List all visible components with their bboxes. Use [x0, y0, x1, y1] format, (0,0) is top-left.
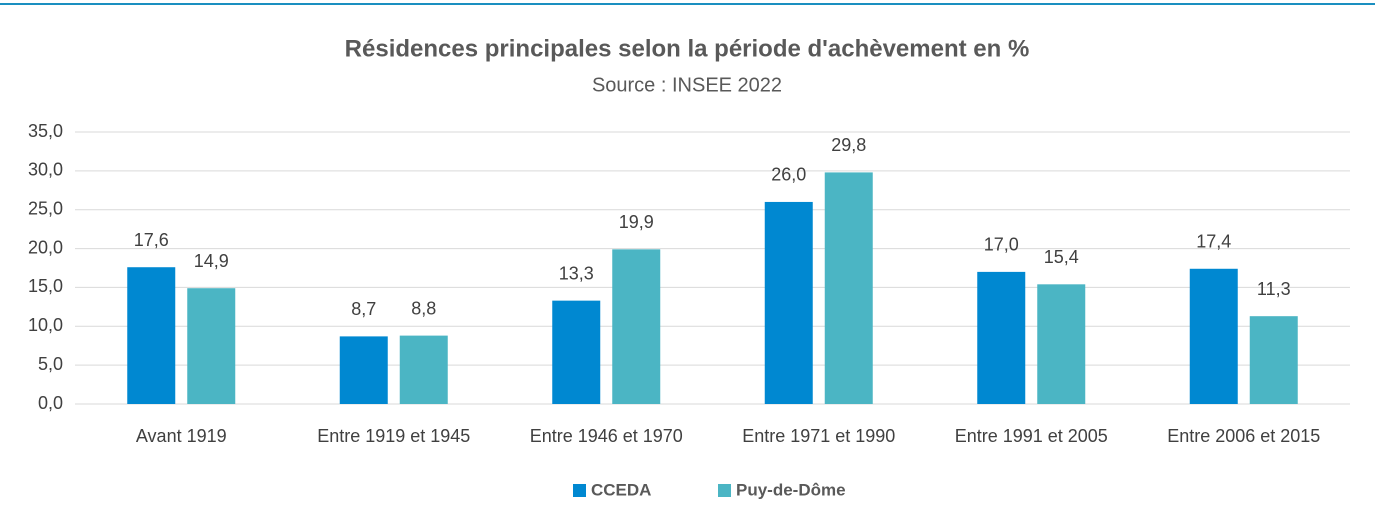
value-label: 15,4 [1044, 247, 1079, 267]
bar [1037, 284, 1086, 404]
bar [1249, 316, 1298, 404]
x-tick-label: Entre 1919 et 1945 [317, 426, 470, 446]
value-label: 8,7 [351, 299, 376, 319]
bar [127, 267, 176, 404]
bar [187, 288, 236, 404]
y-tick-label: 20,0 [28, 237, 63, 257]
y-tick-label: 5,0 [38, 354, 63, 374]
value-label: 17,4 [1196, 232, 1231, 252]
x-tick-label: Entre 1946 et 1970 [530, 426, 683, 446]
y-tick-label: 25,0 [28, 198, 63, 218]
value-label: 17,6 [134, 230, 169, 250]
bar [339, 336, 388, 404]
value-label: 11,3 [1257, 279, 1291, 299]
bar [552, 300, 601, 404]
legend-swatch [573, 484, 586, 497]
bar [612, 249, 661, 404]
y-tick-label: 30,0 [28, 160, 63, 180]
value-label: 19,9 [619, 212, 654, 232]
legend-label: Puy-de-Dôme [736, 480, 846, 499]
value-label: 26,0 [771, 165, 806, 185]
bar [764, 201, 813, 404]
bar [1189, 268, 1238, 404]
legend-label: CCEDA [591, 480, 651, 499]
x-tick-label: Entre 2006 et 2015 [1167, 426, 1320, 446]
bar [824, 172, 873, 404]
y-tick-label: 10,0 [28, 315, 63, 335]
bar [399, 335, 448, 404]
x-tick-label: Entre 1991 et 2005 [955, 426, 1108, 446]
x-tick-label: Avant 1919 [136, 426, 227, 446]
value-label: 14,9 [194, 251, 229, 271]
chart-title: Résidences principales selon la période … [345, 35, 1030, 62]
chart-subtitle: Source : INSEE 2022 [592, 74, 782, 96]
value-label: 29,8 [831, 135, 866, 155]
value-label: 8,8 [411, 298, 436, 318]
y-tick-label: 15,0 [28, 276, 63, 296]
x-tick-label: Entre 1971 et 1990 [742, 426, 895, 446]
y-tick-label: 0,0 [38, 393, 63, 413]
y-tick-label: 35,0 [28, 121, 63, 141]
value-label: 13,3 [559, 263, 594, 283]
bar [977, 271, 1026, 404]
value-label: 17,0 [984, 235, 1019, 255]
legend-swatch [718, 484, 731, 497]
